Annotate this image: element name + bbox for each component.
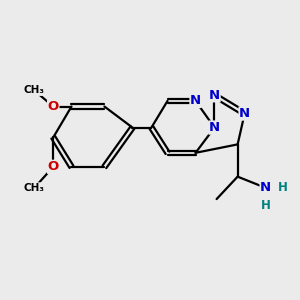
Text: N: N (190, 94, 201, 107)
Text: O: O (48, 160, 59, 173)
Text: H: H (278, 182, 288, 194)
Text: N: N (209, 89, 220, 102)
Text: N: N (209, 121, 220, 134)
Text: N: N (239, 107, 250, 120)
Text: N: N (260, 182, 271, 194)
Text: CH₃: CH₃ (24, 183, 45, 193)
Text: CH₃: CH₃ (24, 85, 45, 95)
Text: O: O (48, 100, 59, 113)
Text: H: H (261, 199, 271, 212)
